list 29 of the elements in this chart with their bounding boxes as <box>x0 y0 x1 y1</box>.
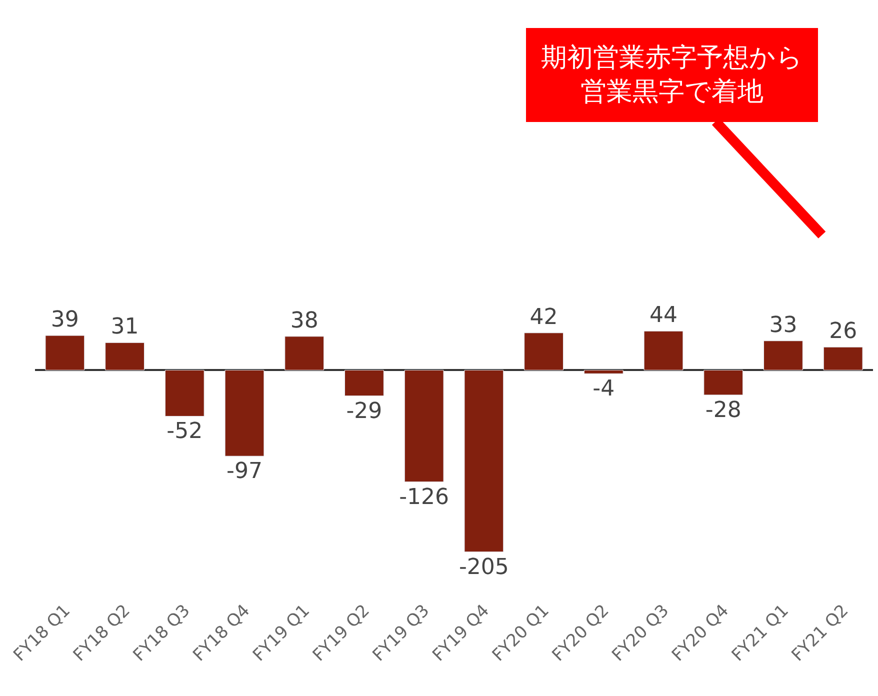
data-label: 31 <box>110 314 139 340</box>
bar <box>704 370 744 396</box>
data-label: -126 <box>399 484 450 510</box>
data-label: -28 <box>705 398 742 423</box>
bar <box>45 335 85 370</box>
bar <box>404 370 444 482</box>
data-label: -52 <box>166 419 203 444</box>
bar <box>344 370 384 396</box>
data-label: 39 <box>50 308 79 333</box>
data-label: 33 <box>769 312 798 338</box>
bar <box>105 342 144 370</box>
data-label: 26 <box>829 319 858 344</box>
data-label: -29 <box>346 398 382 424</box>
bar <box>644 330 684 370</box>
data-label: 44 <box>650 303 678 328</box>
bar <box>224 370 264 456</box>
data-label: -4 <box>592 376 615 402</box>
data-label: 42 <box>530 304 558 330</box>
text: 期初営業赤字予想から営業黒字で着地 <box>541 43 803 107</box>
data-label: -97 <box>226 459 262 484</box>
bar <box>524 332 564 370</box>
bar <box>764 340 803 370</box>
bar <box>823 346 863 370</box>
bar <box>584 370 624 374</box>
bar <box>164 370 204 416</box>
data-label: 38 <box>290 308 318 334</box>
bar <box>464 370 504 552</box>
data-label: -205 <box>458 554 509 580</box>
bar <box>284 336 324 370</box>
